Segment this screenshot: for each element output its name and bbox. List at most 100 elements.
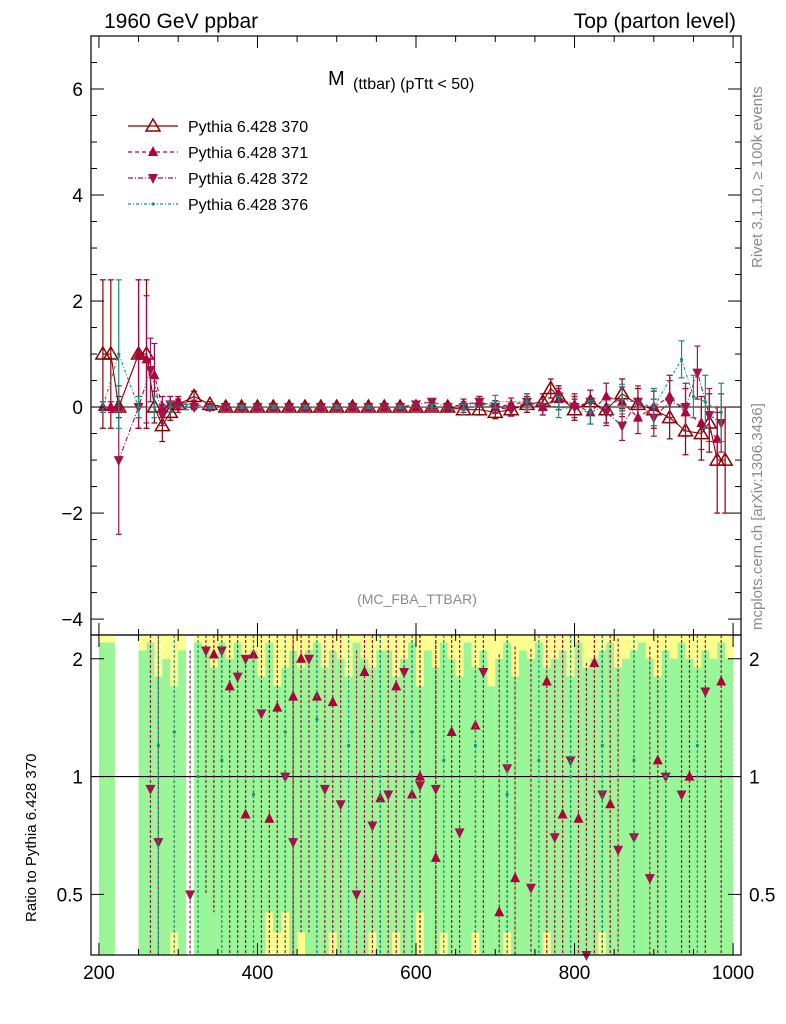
legend-entry-pythia-6-428-376: Pythia 6.428 376 <box>128 197 308 214</box>
band-green <box>178 650 187 955</box>
band-green <box>106 642 115 955</box>
data-point <box>695 743 700 748</box>
data-point <box>505 792 509 797</box>
data-point <box>613 845 624 856</box>
data-point <box>461 408 466 412</box>
data-point <box>288 838 299 849</box>
ratio-ytick-label-right: 2 <box>749 650 760 671</box>
data-point <box>351 890 362 901</box>
data-point <box>652 405 656 409</box>
band-green <box>162 658 171 955</box>
main-ytick-label: 6 <box>72 80 83 101</box>
ratio-panel: 200 400 600 800 1000 0.5 0.5 1 1 2 2 <box>57 634 775 984</box>
band-green <box>471 667 480 933</box>
xtick-label: 200 <box>83 963 115 984</box>
data-point <box>716 451 734 466</box>
data-point <box>628 833 639 844</box>
data-point <box>398 405 402 409</box>
data-point <box>272 701 283 712</box>
data-point <box>617 421 628 432</box>
band-green <box>368 667 377 933</box>
data-point <box>271 405 275 409</box>
xtick-label: 800 <box>559 963 591 984</box>
data-point <box>284 403 295 414</box>
data-point <box>541 675 552 686</box>
data-point <box>442 758 446 762</box>
ratio-frame <box>90 634 742 956</box>
data-point <box>470 719 481 730</box>
data-point <box>679 357 684 361</box>
data-point <box>704 411 715 422</box>
data-point <box>680 403 691 414</box>
band-green <box>582 667 591 955</box>
data-point <box>200 646 211 657</box>
data-point <box>692 368 703 379</box>
data-point <box>411 400 421 411</box>
data-point <box>703 400 707 404</box>
legend-marker <box>144 117 162 132</box>
data-point <box>264 812 275 823</box>
data-point <box>430 784 441 795</box>
band-green <box>170 686 179 933</box>
data-point <box>252 403 263 414</box>
data-point <box>366 405 371 409</box>
series-pythia-6-428-372 <box>113 337 727 535</box>
data-point <box>168 405 172 409</box>
data-point <box>117 352 121 356</box>
data-point <box>537 403 548 414</box>
data-point <box>367 821 378 832</box>
data-point <box>335 800 346 811</box>
band-green <box>511 676 520 955</box>
data-point <box>156 743 160 748</box>
rivet-label: Rivet 3.1.10, ≥ 100k events <box>749 86 766 268</box>
data-point <box>588 410 592 414</box>
data-point <box>589 657 600 668</box>
main-title: M (ttbar) (pTtt < 50) <box>328 68 474 93</box>
data-point <box>486 403 504 419</box>
data-point <box>573 812 584 823</box>
main-ytick-label: 2 <box>72 292 83 313</box>
data-point <box>696 416 707 427</box>
data-point <box>430 405 434 409</box>
data-point <box>446 725 457 736</box>
data-point <box>719 410 723 414</box>
band-green <box>709 658 718 955</box>
data-point <box>664 397 675 408</box>
data-point <box>652 754 663 765</box>
ratio-ytick-label: 2 <box>72 650 83 671</box>
band-green <box>352 642 361 955</box>
data-point <box>315 403 326 414</box>
legend-marker <box>148 174 158 184</box>
mcplots-label: mcplots.cern.ch [arXiv:1306.3436] <box>749 403 766 630</box>
data-point <box>157 411 168 422</box>
data-point <box>94 345 112 360</box>
ratio-ytick-label: 0.5 <box>57 885 83 906</box>
legend: Pythia 6.428 370 Pythia 6.428 371 Pythia 6… <box>128 117 308 214</box>
ratio-ytick-label-right: 1 <box>749 768 760 789</box>
data-point <box>691 394 696 399</box>
data-point <box>153 838 164 849</box>
data-point <box>410 730 414 734</box>
header-right: Top (parton level) <box>574 10 736 33</box>
data-point <box>601 390 612 401</box>
data-point <box>208 648 219 659</box>
data-point <box>525 883 536 894</box>
data-point <box>378 774 382 779</box>
band-green <box>725 658 734 955</box>
data-point <box>251 792 256 797</box>
band-green <box>146 642 155 955</box>
data-point <box>620 397 624 401</box>
band-green <box>526 658 535 955</box>
ratio-axes: 200 400 600 800 1000 0.5 0.5 1 1 2 2 <box>57 635 775 984</box>
legend-label: Pythia 6.428 376 <box>188 197 308 214</box>
data-point <box>399 668 410 679</box>
xtick-label: 1000 <box>712 963 754 984</box>
band-green <box>312 642 321 955</box>
data-point <box>288 690 299 701</box>
data-point <box>510 872 521 883</box>
main-ytick-label: −4 <box>61 610 83 631</box>
main-ytick-label: 4 <box>72 186 83 207</box>
series-pythia-6-428-370 <box>94 279 734 514</box>
data-point <box>549 833 560 844</box>
data-point <box>248 648 259 659</box>
